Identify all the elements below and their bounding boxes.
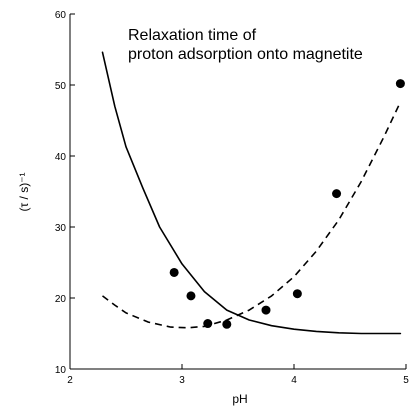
y-tick-label: 30 (55, 223, 67, 234)
data-point (222, 319, 232, 329)
chart-title-line-1: Relaxation time of (128, 27, 257, 44)
y-tick-label: 40 (55, 152, 67, 163)
x-tick-label: 3 (179, 375, 185, 386)
data-point (332, 189, 342, 199)
y-axis-label: (τ / s)⁻¹ (17, 172, 31, 211)
x-tick-label: 5 (403, 375, 409, 386)
data-point (186, 291, 196, 301)
data-point (261, 305, 271, 315)
ticks-layer: 2 3 4 5 10 20 30 40 50 60 (55, 10, 409, 386)
x-axis-label: pH (232, 392, 247, 406)
y-tick-label: 60 (55, 10, 67, 21)
axes-layer (69, 14, 406, 370)
solid-fit-curve (101, 51, 402, 335)
data-point (395, 79, 405, 89)
y-tick-label: 10 (55, 365, 67, 376)
series-layer (101, 51, 405, 335)
data-point (169, 267, 179, 277)
x-tick-label: 2 (67, 375, 73, 386)
y-tick-label: 50 (55, 81, 67, 92)
x-tick-label: 4 (291, 375, 297, 386)
dashed-fit-curve (102, 101, 402, 329)
data-point (292, 289, 302, 299)
y-tick-label: 20 (55, 294, 67, 305)
labels-layer: Relaxation time of proton adsorption ont… (17, 27, 363, 406)
chart-title-line-2: proton adsorption onto magnetite (128, 46, 363, 63)
